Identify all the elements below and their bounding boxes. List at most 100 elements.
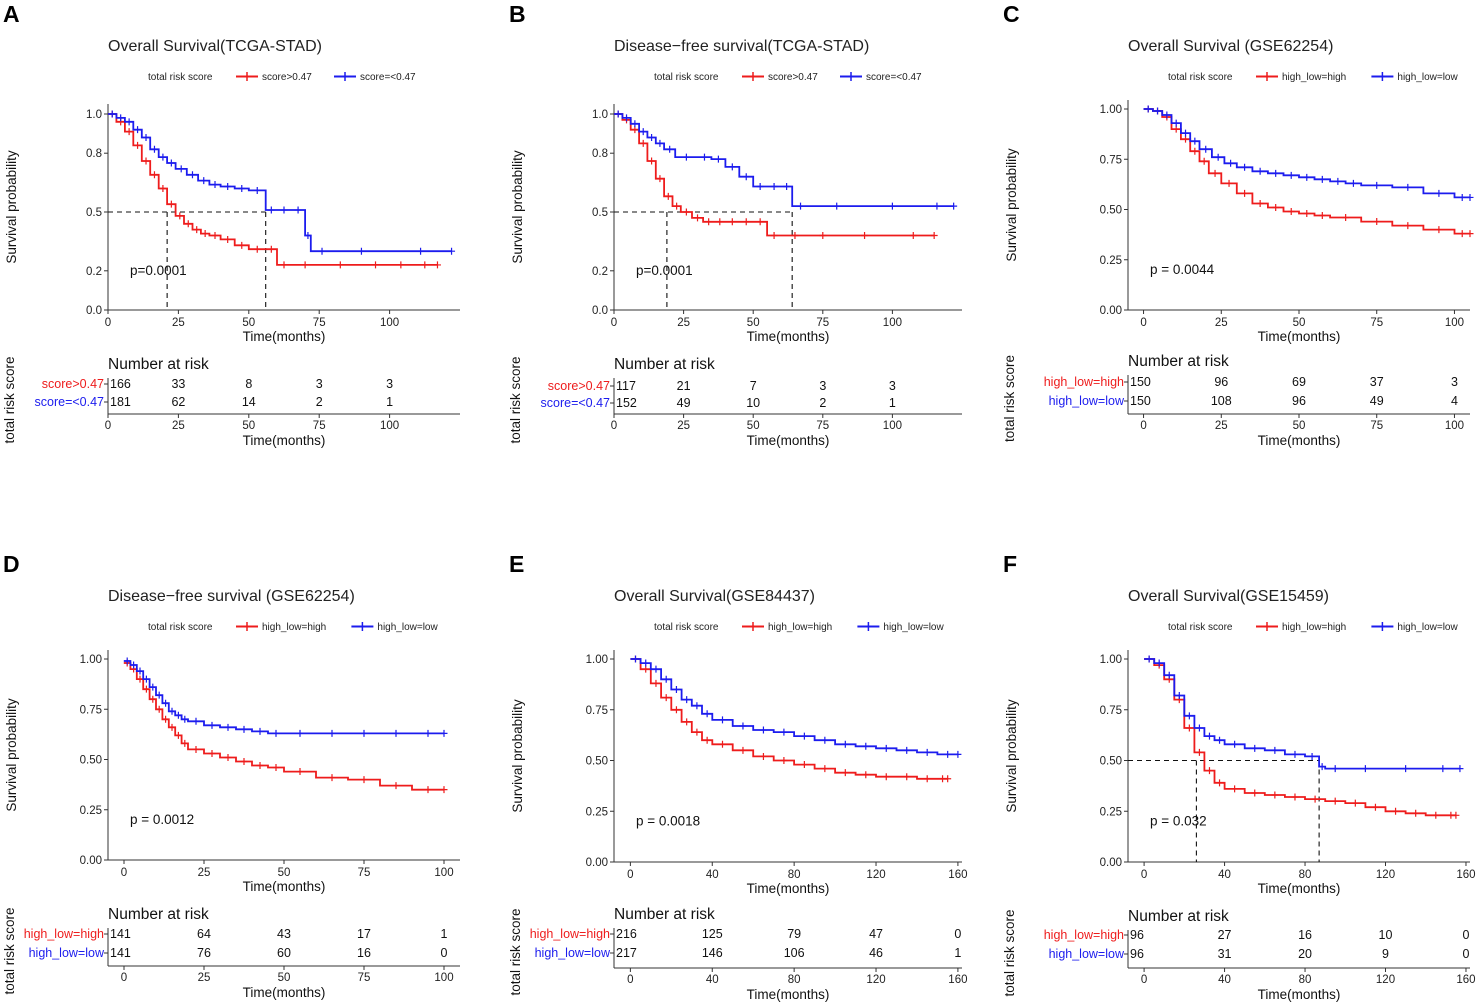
censor-mark-low (950, 202, 958, 210)
risk-group-label-low: score=<0.47 (541, 396, 611, 410)
censor-mark-high (1200, 157, 1208, 165)
y-axis-title: Survival probability (510, 699, 525, 813)
y-axis-title: Survival probability (1004, 148, 1019, 262)
censor-mark-low (318, 247, 326, 255)
censor-mark-high (1432, 811, 1440, 819)
censor-mark-low (833, 202, 841, 210)
x-axis-title: Time(months) (1258, 881, 1341, 896)
legend-label: score=<0.47 (866, 72, 922, 83)
y-tick-label: 0.5 (86, 207, 102, 219)
risk-count-low: 49 (1370, 394, 1384, 408)
censor-mark-low (718, 716, 726, 724)
censor-mark-low (662, 675, 670, 683)
risk-table-x-tick-label: 75 (358, 972, 371, 984)
y-tick-label: 1.00 (1100, 104, 1122, 116)
censor-mark-high (301, 261, 309, 269)
x-axis-title: Time(months) (747, 881, 830, 896)
censor-mark-high (224, 235, 232, 243)
censor-mark-low (108, 110, 116, 118)
censor-mark-high (253, 245, 261, 253)
risk-count-low: 146 (702, 946, 723, 960)
risk-count-low: 181 (110, 395, 131, 409)
risk-table-x-tick-label: 25 (172, 420, 185, 432)
censor-mark-low (360, 729, 368, 737)
censor-mark-low (642, 659, 650, 667)
censor-mark-high (1256, 199, 1264, 207)
censor-mark-low (821, 736, 829, 744)
risk-table-y-axis-title: total risk score (1002, 355, 1017, 442)
risk-group-label-high: high_low=high (530, 927, 610, 941)
risk-count-high: 79 (787, 927, 801, 941)
censor-mark-high (882, 773, 890, 781)
risk-count-low: 60 (277, 946, 291, 960)
risk-count-high: 33 (171, 377, 185, 391)
risk-count-high: 141 (110, 927, 131, 941)
y-tick-label: 0.75 (80, 704, 102, 716)
risk-table-title: Number at risk (614, 356, 715, 373)
censor-mark-low (117, 114, 125, 122)
risk-table-y-axis-title: total risk score (508, 908, 523, 995)
censor-mark-high (1182, 135, 1190, 143)
risk-count-high: 3 (386, 377, 393, 391)
censor-mark-low (304, 232, 312, 240)
survival-curve-high (614, 113, 935, 237)
risk-count-low: 96 (1130, 947, 1144, 961)
x-tick-label: 160 (1456, 869, 1475, 881)
censor-mark-low (780, 728, 788, 736)
censor-mark-high (125, 128, 133, 136)
legend-title: total risk score (148, 622, 213, 633)
censor-mark-low (1145, 655, 1153, 663)
censor-mark-low (944, 750, 952, 758)
censor-mark-low (150, 145, 158, 153)
survival-curve-low (1143, 108, 1470, 199)
x-tick-label: 75 (358, 867, 371, 879)
censor-mark-low (162, 699, 170, 707)
censor-mark-high (1342, 214, 1350, 222)
censor-mark-low (739, 722, 747, 730)
risk-count-low: 1 (889, 396, 896, 410)
y-tick-label: 0.00 (80, 855, 102, 867)
censor-mark-low (200, 177, 208, 185)
censor-mark-high (648, 157, 656, 165)
panel-letter: E (509, 551, 524, 577)
risk-table-x-tick-label: 0 (1141, 974, 1147, 986)
censor-mark-low (192, 717, 200, 725)
risk-table-x-tick-label: 0 (611, 420, 617, 432)
censor-mark-low (631, 655, 639, 663)
x-tick-label: 50 (278, 867, 291, 879)
censor-mark-low (1361, 765, 1369, 773)
y-tick-label: 0.00 (1100, 305, 1122, 317)
risk-group-label-low: high_low=low (1049, 394, 1125, 408)
censor-mark-low (134, 126, 142, 134)
panel-e: E Overall Survival(GSE84437) total risk sc… (508, 551, 967, 1002)
censor-mark-low (256, 727, 264, 735)
risk-count-high: 216 (616, 927, 637, 941)
risk-count-low: 2 (316, 395, 323, 409)
y-tick-label: 0.00 (1100, 857, 1122, 869)
risk-table-x-tick-label: 100 (380, 420, 399, 432)
panel-letter: D (3, 551, 20, 577)
censor-mark-low (155, 691, 163, 699)
censor-mark-low (1458, 193, 1466, 201)
censor-mark-low (1185, 712, 1193, 720)
risk-count-low: 4 (1451, 394, 1458, 408)
censor-mark-low (1466, 193, 1474, 201)
censor-mark-low (1334, 177, 1342, 185)
legend-label: score>0.47 (262, 72, 312, 83)
censor-mark-low (623, 114, 631, 122)
censor-mark-low (954, 750, 962, 758)
panel-f: F Overall Survival(GSE15459) total risk sc… (1002, 551, 1476, 1002)
chart-title: Overall Survival (GSE62254) (1128, 38, 1333, 55)
y-axis-title: Survival probability (4, 150, 19, 264)
censor-mark-high (944, 775, 952, 783)
risk-table-x-axis-title: Time(months) (747, 987, 830, 1002)
censor-mark-low (841, 740, 849, 748)
censor-mark-high (272, 764, 280, 772)
censor-mark-high (162, 715, 170, 723)
risk-table-x-axis-title: Time(months) (747, 433, 830, 448)
censor-mark-low (1404, 183, 1412, 191)
censor-mark-low (683, 696, 691, 704)
censor-mark-low (1435, 189, 1443, 197)
risk-table-x-tick-label: 0 (105, 420, 111, 432)
